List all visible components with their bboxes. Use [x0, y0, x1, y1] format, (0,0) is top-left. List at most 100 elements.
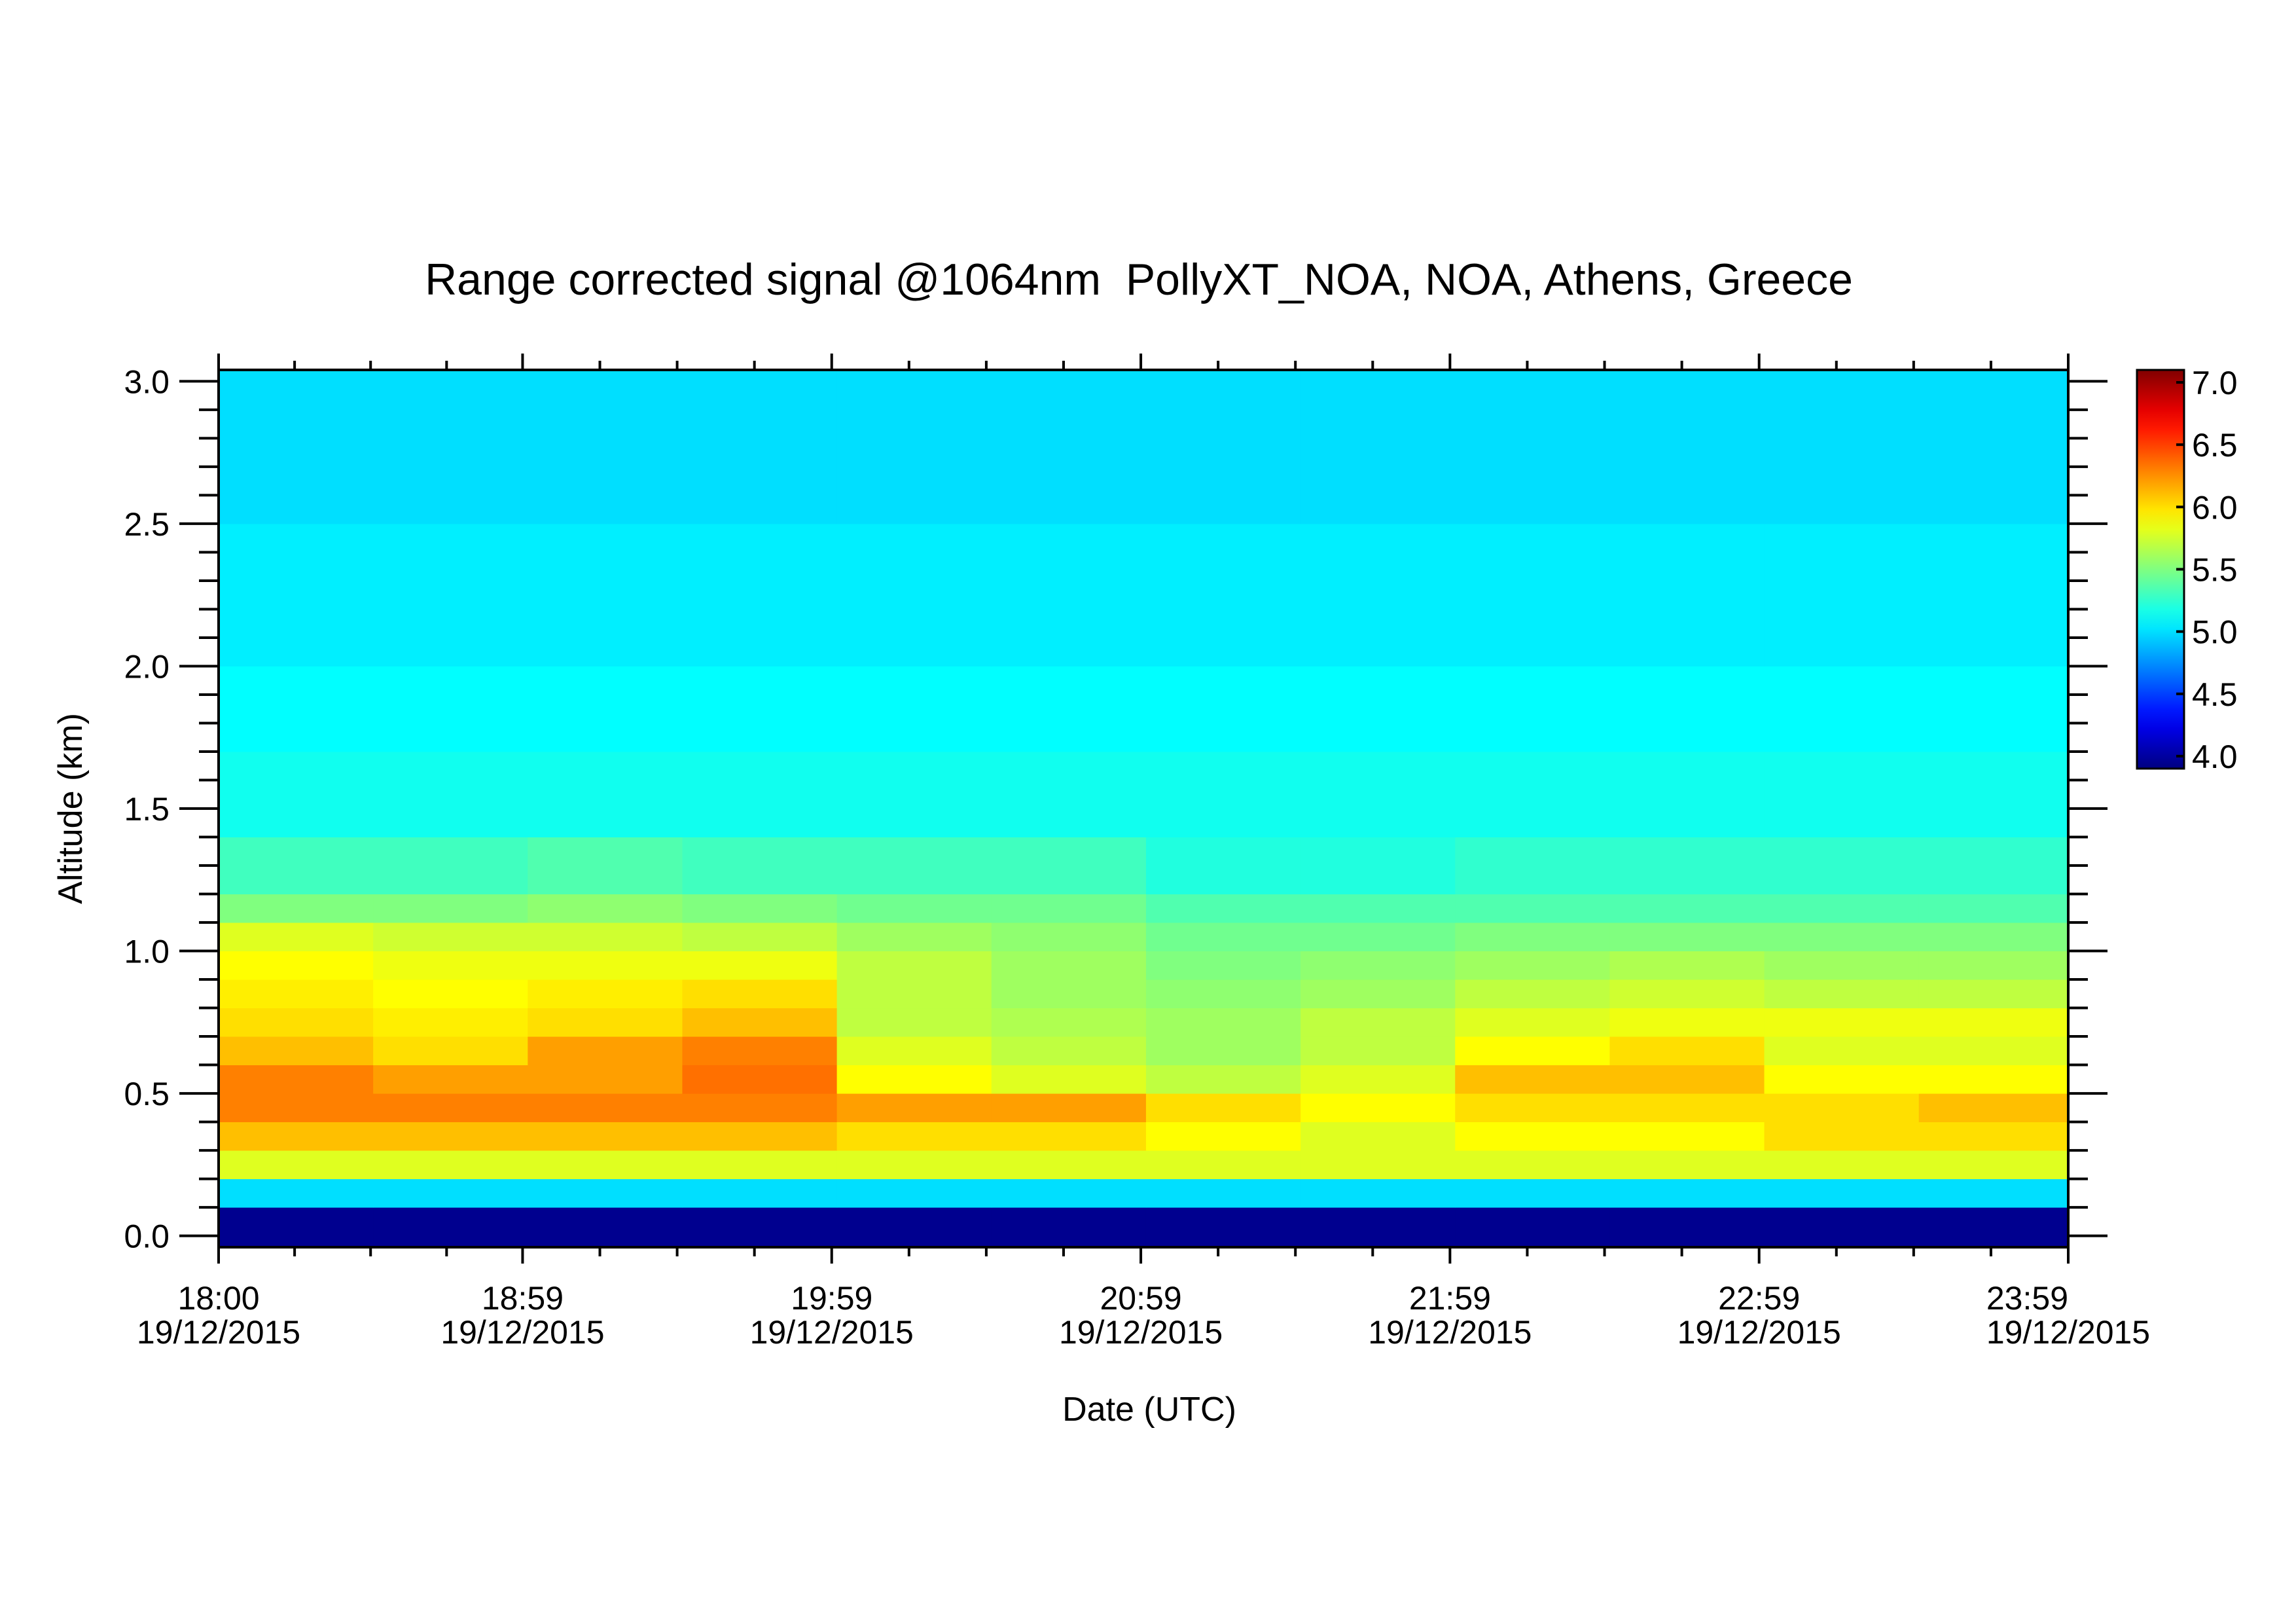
heatmap-cell [1145, 979, 1301, 1009]
heatmap-cell [1145, 751, 1301, 838]
x-tick-label: 19:59 [791, 1280, 872, 1317]
heatmap-cell [528, 837, 683, 895]
heatmap-cell [836, 1065, 992, 1094]
heatmap-cell [1918, 1150, 2069, 1180]
heatmap-cell [528, 1207, 683, 1248]
heatmap-cell [991, 1008, 1147, 1037]
heatmap-cell [1609, 523, 1765, 666]
heatmap-cell [1300, 1150, 1456, 1180]
heatmap-cell [1455, 1150, 1610, 1180]
heatmap-cell [1300, 1065, 1456, 1094]
heatmap-cell [991, 1093, 1147, 1123]
x-tick-date: 19/12/2015 [137, 1314, 300, 1351]
heatmap-cell [1455, 979, 1610, 1009]
colorbar-tick-label: 4.5 [2192, 676, 2238, 713]
heatmap-cell [991, 1036, 1147, 1066]
heatmap-cell [1609, 1122, 1765, 1151]
heatmap-cell [528, 1150, 683, 1180]
heatmap-cell [1764, 837, 1920, 895]
heatmap-cell [528, 370, 683, 524]
heatmap-cell [373, 1178, 528, 1208]
heatmap-cell [682, 837, 838, 895]
heatmap-cell [1918, 979, 2069, 1009]
heatmap-cell [682, 523, 838, 666]
heatmap-cell [1764, 922, 1920, 952]
heatmap-cell [682, 951, 838, 980]
heatmap-cell [373, 751, 528, 838]
heatmap-cell [1300, 751, 1456, 838]
heatmap-cell [528, 1065, 683, 1094]
heatmap-cell [1300, 922, 1456, 952]
heatmap-cell [1918, 1207, 2069, 1248]
heatmap-cell [1455, 666, 1610, 752]
heatmap-cell [1764, 1093, 1920, 1123]
heatmap-cell [682, 1178, 838, 1208]
heatmap-cell [991, 1150, 1147, 1180]
heatmap-cell [991, 370, 1147, 524]
x-tick-date: 19/12/2015 [1986, 1314, 2150, 1351]
heatmap-cell [991, 523, 1147, 666]
heatmap-cell [1609, 666, 1765, 752]
heatmap-cell [1455, 1178, 1610, 1208]
heatmap-cell [1455, 837, 1610, 895]
heatmap-cell [373, 837, 528, 895]
heatmap-cell [1764, 1150, 1920, 1180]
heatmap-cell [1300, 979, 1456, 1009]
heatmap-cell [682, 1150, 838, 1180]
heatmap-cell [836, 1008, 992, 1037]
heatmap-cell [1764, 370, 1920, 524]
x-tick-label: 20:59 [1100, 1280, 1182, 1317]
heatmap-cell [991, 1207, 1147, 1248]
heatmap-cell [1145, 1150, 1301, 1180]
heatmap-cell [1455, 1207, 1610, 1248]
chart-title: Range corrected signal @1064nm PollyXT_N… [425, 255, 1853, 304]
heatmap-cell [1918, 922, 2069, 952]
heatmap-cell [836, 666, 992, 752]
heatmap-cell [219, 751, 374, 838]
heatmap-cell [528, 951, 683, 980]
x-tick-label: 18:00 [177, 1280, 259, 1317]
heatmap-cell [991, 922, 1147, 952]
heatmap-cell [836, 922, 992, 952]
heatmap-cell [1145, 666, 1301, 752]
y-tick-label: 1.5 [124, 791, 170, 828]
heatmap-cell [219, 1093, 374, 1123]
heatmap-cell [991, 894, 1147, 923]
heatmap-cell [1764, 1008, 1920, 1037]
heatmap-cell [1764, 951, 1920, 980]
heatmap-cell [991, 951, 1147, 980]
heatmap-cell [373, 922, 528, 952]
heatmap-cell [1764, 1207, 1920, 1248]
heatmap-cell [528, 1093, 683, 1123]
heatmap-cell [373, 1093, 528, 1123]
x-tick-label: 18:59 [482, 1280, 564, 1317]
x-tick-date: 19/12/2015 [440, 1314, 604, 1351]
heatmap-cell [1609, 1008, 1765, 1037]
heatmap-cell [1764, 1122, 1920, 1151]
heatmap-cell [1609, 837, 1765, 895]
x-tick-date: 19/12/2015 [750, 1314, 914, 1351]
heatmap-cell [1300, 1207, 1456, 1248]
heatmap-cell [1300, 951, 1456, 980]
heatmap-cell [991, 979, 1147, 1009]
heatmap-cell [1145, 1036, 1301, 1066]
heatmap-cell [373, 894, 528, 923]
heatmap-cell [1609, 1150, 1765, 1180]
colorbar-tick-label: 5.5 [2192, 552, 2238, 589]
heatmap-cell [1455, 370, 1610, 524]
heatmap-cell [682, 1207, 838, 1248]
heatmap-cell [682, 1008, 838, 1037]
heatmap-cell [528, 751, 683, 838]
heatmap-cell [991, 666, 1147, 752]
colorbar-tick-label: 5.0 [2192, 614, 2238, 651]
heatmap-cell [373, 666, 528, 752]
heatmap-cell [1609, 1178, 1765, 1208]
heatmap-cell [991, 1065, 1147, 1094]
heatmap-cell [1145, 1008, 1301, 1037]
heatmap-cell [219, 370, 374, 524]
heatmap-cell [1300, 1008, 1456, 1037]
x-tick-date: 19/12/2015 [1677, 1314, 1841, 1351]
heatmap-cell [1918, 1065, 2069, 1094]
heatmap-cell [219, 666, 374, 752]
